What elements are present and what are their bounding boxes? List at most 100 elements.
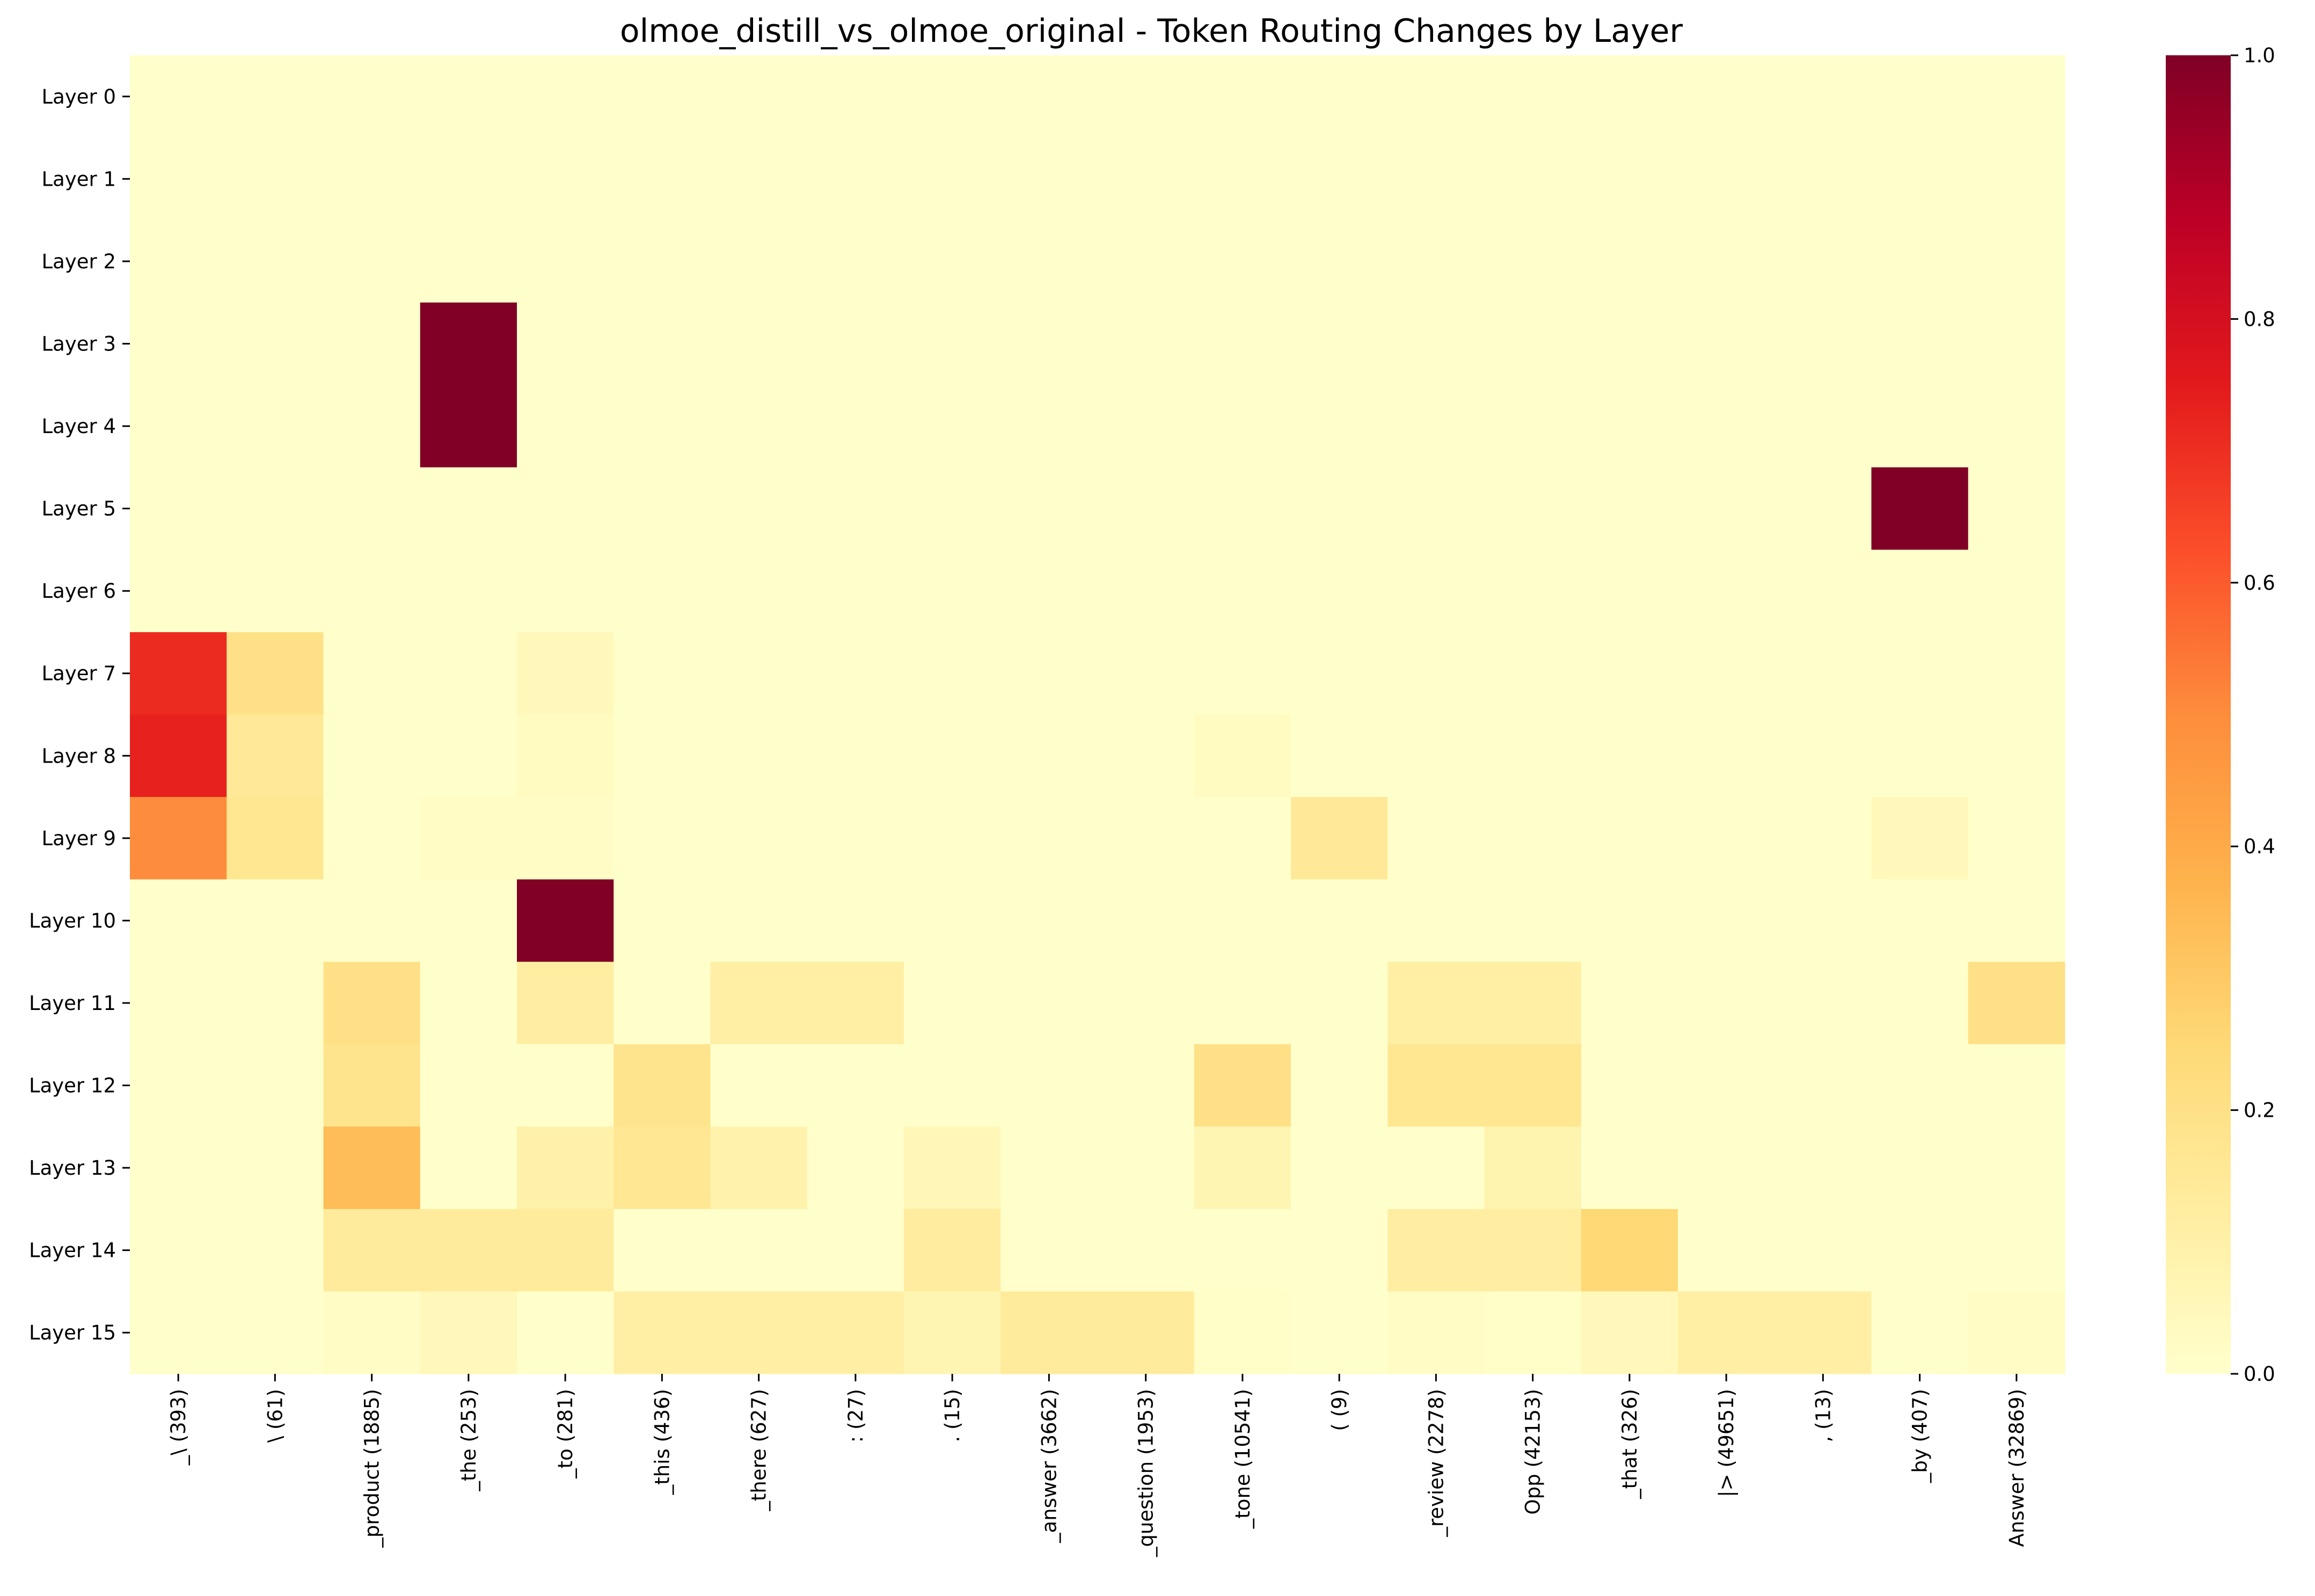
row-label: Layer 11 (29, 992, 116, 1015)
heatmap-cell (1097, 714, 1195, 797)
column-label: _question (1953) (1135, 1389, 1158, 1557)
heatmap-cell (1001, 467, 1098, 550)
heatmap-cell (1194, 797, 1291, 880)
heatmap-cell (1387, 550, 1485, 633)
heatmap-cell (1581, 385, 1678, 468)
heatmap-cell (614, 1209, 711, 1292)
heatmap-cell (517, 1291, 614, 1374)
heatmap-cell (1097, 1126, 1195, 1210)
heatmap-cell (420, 632, 517, 715)
heatmap-cell (323, 385, 421, 468)
heatmap-cell (807, 632, 904, 715)
column-label: \ (61) (264, 1389, 287, 1443)
heatmap-cell (323, 55, 421, 138)
heatmap-cell (1484, 632, 1582, 715)
heatmap-cell (1001, 385, 1098, 468)
heatmap-cell (1291, 137, 1388, 221)
heatmap-cell (1774, 550, 1872, 633)
heatmap-cell (1097, 385, 1195, 468)
heatmap-cell (130, 137, 227, 221)
heatmap-cell (710, 1209, 808, 1292)
heatmap-cell (420, 385, 517, 468)
heatmap-cell (227, 467, 324, 550)
heatmap-cell (323, 714, 421, 797)
heatmap-cell (130, 385, 227, 468)
heatmap-cell (1871, 137, 1969, 221)
heatmap-cell (1774, 962, 1872, 1045)
column-label: _there (627) (748, 1389, 771, 1512)
column-label: Answer (32869) (2005, 1389, 2028, 1547)
heatmap-cell (227, 1291, 324, 1374)
heatmap-cell (1871, 220, 1969, 303)
heatmap-cell (614, 1126, 711, 1210)
heatmap-cell (1968, 714, 2065, 797)
heatmap-cell (517, 962, 614, 1045)
heatmap-cell (1774, 55, 1872, 138)
heatmap-cell (130, 302, 227, 385)
heatmap-cell (1581, 1291, 1678, 1374)
row-label: Layer 3 (42, 332, 116, 355)
heatmap-cell (1774, 385, 1872, 468)
heatmap-cell (130, 467, 227, 550)
heatmap-cell (420, 220, 517, 303)
heatmap-cell (1871, 879, 1969, 962)
heatmap-cell (517, 1044, 614, 1127)
heatmap-cell (1001, 632, 1098, 715)
column-label: Opp (42153) (1522, 1389, 1545, 1514)
heatmap-cell (1001, 137, 1098, 221)
colorbar-tick-label: 0.0 (2244, 1363, 2275, 1386)
column-label: _that (326) (1618, 1389, 1641, 1499)
heatmap-cell (1774, 220, 1872, 303)
heatmap-cell (420, 962, 517, 1045)
heatmap-cell (517, 714, 614, 797)
row-label: Layer 5 (42, 497, 116, 521)
column-label: |> (49651) (1715, 1389, 1738, 1497)
heatmap-cell (1968, 879, 2065, 962)
heatmap-cell (710, 550, 808, 633)
heatmap-cell (517, 632, 614, 715)
heatmap-cell (1678, 714, 1775, 797)
heatmap-cell (1097, 879, 1195, 962)
heatmap-cell (904, 797, 1001, 880)
heatmap-cell (1001, 1044, 1098, 1127)
heatmap-cell (1291, 714, 1388, 797)
heatmap-cell (1387, 714, 1485, 797)
heatmap-cell (1001, 797, 1098, 880)
heatmap-cell (227, 220, 324, 303)
heatmap-cell (1097, 1044, 1195, 1127)
heatmap-cell (1678, 467, 1775, 550)
column-label: _\ (393) (167, 1389, 190, 1466)
heatmap-cell (1194, 962, 1291, 1045)
heatmap-cell (1678, 550, 1775, 633)
heatmap-cell (1678, 797, 1775, 880)
heatmap-cell (1097, 137, 1195, 221)
heatmap-cell (227, 385, 324, 468)
heatmap-cell (1484, 714, 1582, 797)
heatmap-cell (1968, 962, 2065, 1045)
heatmap-cell (1484, 302, 1582, 385)
heatmap-cell (130, 1209, 227, 1292)
heatmap-cell (904, 962, 1001, 1045)
heatmap-cell (517, 467, 614, 550)
heatmap-cell (710, 467, 808, 550)
heatmap-cell (1581, 1209, 1678, 1292)
heatmap-cell (807, 385, 904, 468)
heatmap-cell (323, 137, 421, 221)
heatmap-cell (904, 55, 1001, 138)
heatmap-cell (420, 137, 517, 221)
heatmap-cell (517, 797, 614, 880)
heatmap-cell (904, 137, 1001, 221)
heatmap-cell (130, 632, 227, 715)
heatmap-cell (1097, 1209, 1195, 1292)
heatmap-cell (1968, 467, 2065, 550)
row-label: Layer 1 (42, 167, 116, 191)
heatmap-cell (517, 1209, 614, 1292)
heatmap-cell (1968, 385, 2065, 468)
heatmap-cell (1291, 467, 1388, 550)
heatmap-cell (1581, 797, 1678, 880)
heatmap-cell (1194, 632, 1291, 715)
heatmap-cell (420, 302, 517, 385)
heatmap-cell (1387, 467, 1485, 550)
heatmap-cell (1291, 797, 1388, 880)
heatmap-cell (517, 220, 614, 303)
